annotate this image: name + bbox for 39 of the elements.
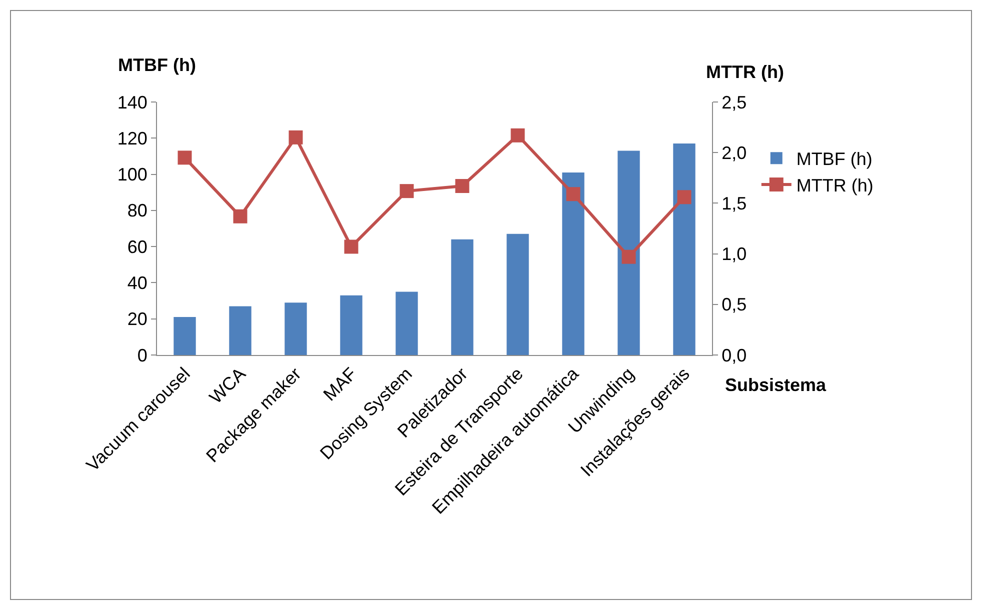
y-tick-label: 0	[137, 345, 148, 366]
legend-label: MTBF (h)	[796, 149, 872, 170]
y-tick-label: 60	[127, 236, 148, 257]
bar	[284, 302, 307, 355]
y2-tick-label: 2,5	[722, 92, 747, 112]
bar	[174, 317, 196, 355]
y2-tick-label: 0,5	[722, 294, 747, 315]
point	[288, 130, 303, 144]
bar	[340, 295, 362, 355]
point	[344, 240, 358, 254]
y-tick-label: 80	[127, 200, 148, 221]
y2-tick-label: 0,0	[722, 345, 747, 366]
y-tick-label: 40	[127, 273, 148, 294]
point	[622, 250, 636, 264]
bar	[451, 239, 474, 355]
point	[400, 184, 414, 198]
bar	[229, 306, 252, 355]
bar	[506, 234, 529, 355]
bar	[396, 292, 418, 355]
legend-label: MTTR (h)	[796, 176, 874, 196]
bar	[562, 172, 584, 355]
point	[510, 128, 525, 142]
bar	[618, 150, 640, 355]
y-tick-label: 100	[117, 164, 148, 185]
point	[455, 179, 470, 193]
y2-tick-label: 2,0	[722, 142, 747, 163]
y-tick-label: 140	[117, 92, 148, 112]
bar	[673, 144, 696, 355]
point	[566, 187, 580, 202]
point	[233, 209, 248, 224]
x-axis-title: Subsistema	[725, 375, 828, 395]
y-tick-label: 120	[117, 128, 148, 148]
y-axis-title: MTBF (h)	[118, 55, 196, 75]
point	[178, 150, 192, 165]
y2-tick-label: 1,0	[722, 244, 747, 264]
y2-tick-label: 1,5	[722, 194, 747, 214]
y2-axis-title: MTTR (h)	[706, 62, 784, 82]
point	[677, 190, 692, 204]
y-tick-label: 20	[127, 309, 148, 330]
